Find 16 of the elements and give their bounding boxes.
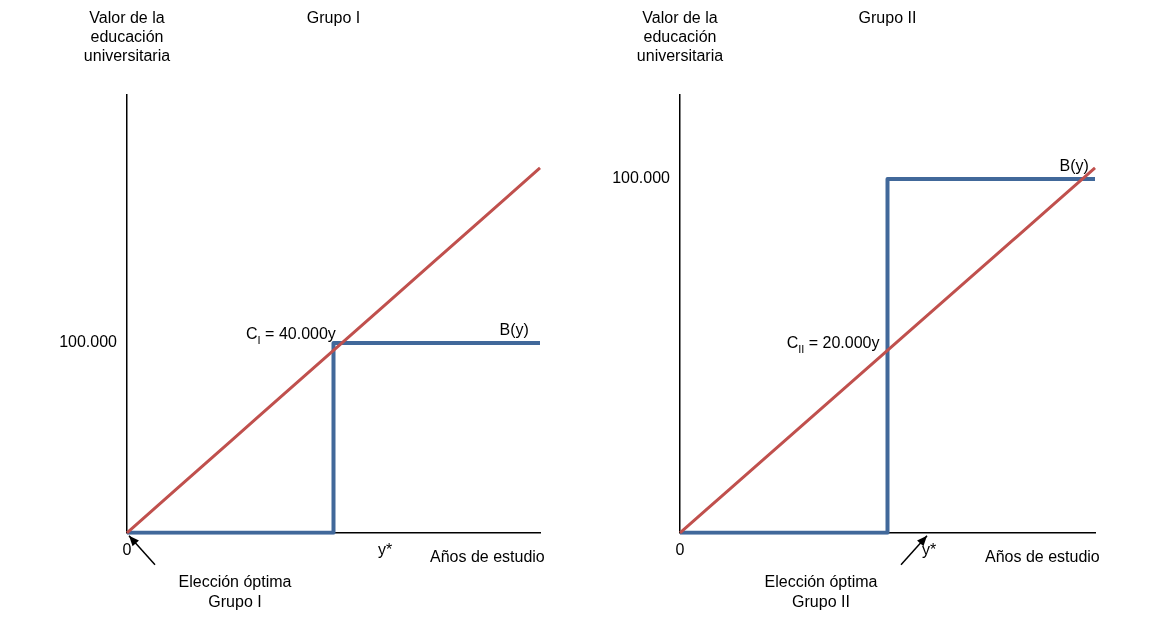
x-tick-label: 0 — [122, 540, 132, 558]
text: Elección óptima Grupo I — [178, 572, 292, 610]
y-axis-title: Valor de la educación universitaria — [82, 8, 172, 65]
x-tick-label: y* — [378, 540, 393, 558]
x-tick-label: 0 — [675, 540, 685, 558]
x-tick-label: y* — [921, 540, 937, 558]
chart-title: Grupo I — [305, 8, 362, 27]
chart-title: Grupo II — [857, 8, 918, 27]
y-axis-title: Valor de la educación universitaria — [635, 8, 725, 65]
text: Elección óptima Grupo II — [764, 572, 878, 610]
x-axis-title: Años de estudio — [430, 546, 545, 566]
series-label: B(y) — [499, 321, 529, 339]
text: 100.000 — [59, 333, 118, 351]
x-axis-title: Años de estudio — [985, 546, 1100, 566]
text: 100.000 — [612, 169, 671, 187]
series-label: B(y) — [1059, 156, 1089, 174]
